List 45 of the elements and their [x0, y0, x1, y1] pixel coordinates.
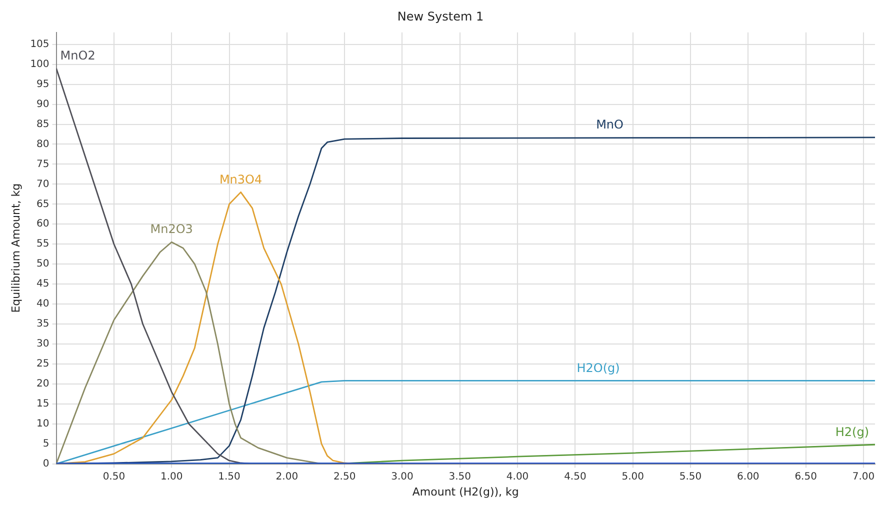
series-label: Mn3O4 — [219, 172, 262, 186]
y-tick-label: 60 — [36, 218, 50, 230]
x-tick-label: 2.00 — [276, 471, 298, 482]
x-tick-label: 4.50 — [564, 471, 586, 482]
x-tick-label: 6.00 — [737, 471, 760, 482]
y-tick-label: 45 — [36, 278, 50, 290]
series-label: H2O(g) — [576, 360, 620, 375]
y-tick-label: 35 — [36, 318, 50, 330]
y-tick-label: 75 — [36, 158, 50, 170]
y-tick-label: 15 — [36, 398, 50, 410]
y-tick-label: 55 — [36, 238, 50, 250]
x-tick-label: 5.00 — [622, 471, 644, 482]
x-axis-title: Amount (H2(g)), kg — [412, 485, 519, 498]
y-tick-label: 20 — [36, 378, 50, 390]
x-tick-label: 5.50 — [679, 471, 702, 482]
series-label: MnO2 — [60, 48, 96, 62]
y-tick-label: 40 — [36, 298, 50, 310]
y-tick-label: 25 — [36, 358, 50, 370]
y-tick-label: 50 — [36, 258, 50, 270]
series-label: Mn2O3 — [150, 222, 193, 236]
x-tick-label: 0.50 — [102, 471, 126, 482]
y-tick-label: 10 — [36, 418, 50, 430]
y-tick-label: 0 — [42, 458, 50, 470]
y-tick-label: 5 — [42, 438, 50, 450]
y-tick-label: 95 — [36, 78, 50, 90]
y-tick-label: 85 — [36, 118, 50, 130]
y-axis-title: Equilibrium Amount, kg — [9, 183, 22, 313]
series-label: H2(g) — [835, 424, 869, 439]
x-tick-label: 1.50 — [218, 471, 240, 482]
y-tick-label: 65 — [36, 198, 50, 210]
y-tick-label: 70 — [36, 178, 50, 190]
y-tick-label: 100 — [30, 58, 50, 70]
x-tick-label: 3.50 — [448, 471, 472, 482]
y-tick-label: 80 — [36, 138, 50, 150]
x-tick-label: 1.00 — [160, 471, 183, 482]
chart-title: New System 1 — [397, 9, 484, 24]
x-tick-label: 6.50 — [794, 471, 817, 482]
y-tick-label: 105 — [30, 38, 50, 50]
series-label: MnO — [596, 118, 624, 132]
y-tick-label: 30 — [36, 338, 50, 350]
x-tick-label: 2.50 — [333, 471, 356, 482]
x-tick-label: 4.00 — [506, 471, 529, 482]
x-tick-label: 7.00 — [852, 471, 875, 482]
x-tick-label: 3.00 — [391, 471, 414, 482]
y-tick-label: 90 — [36, 98, 50, 110]
